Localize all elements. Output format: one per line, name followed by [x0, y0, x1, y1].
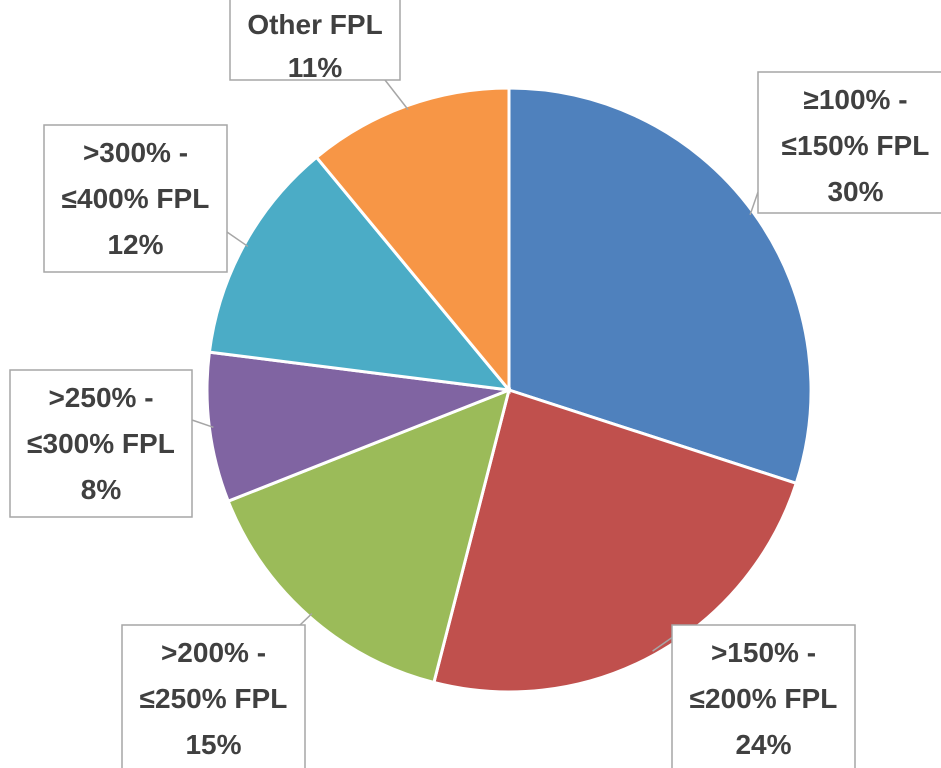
value-label: 24% — [735, 729, 792, 760]
leader-line — [749, 191, 759, 216]
pie-slice — [432, 388, 799, 694]
pie-slice — [205, 350, 510, 504]
label-box — [43, 124, 228, 273]
label-box — [757, 71, 941, 214]
value-label: 12% — [107, 229, 164, 260]
label-box — [671, 624, 856, 768]
pie-slice — [507, 86, 813, 486]
leader-line — [191, 419, 214, 429]
leader-line — [299, 612, 313, 626]
label-box — [229, 0, 401, 81]
slice-label: >200% - ≤250% FPL — [139, 637, 288, 714]
slice-label: ≥100% - ≤150% FPL — [781, 84, 930, 161]
slice-label: Other FPL — [247, 9, 383, 40]
value-label: 8% — [80, 474, 122, 505]
slice-label: >150% - ≤200% FPL — [689, 637, 838, 714]
label-box — [121, 624, 306, 768]
leader-line — [384, 79, 409, 111]
value-label: 15% — [185, 729, 242, 760]
label-box — [9, 369, 193, 518]
pie-slice — [314, 86, 511, 395]
slice-label: >250% - ≤300% FPL — [27, 382, 175, 459]
value-label: 30% — [827, 176, 884, 207]
leader-line — [226, 231, 249, 248]
value-label: 11% — [287, 52, 343, 83]
slice-label: >300% - ≤400% FPL — [61, 137, 210, 214]
